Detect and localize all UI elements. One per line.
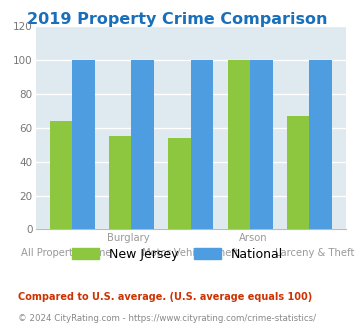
Bar [50,121,72,229]
Text: All Property Crime: All Property Crime [21,248,112,257]
Bar [72,60,95,229]
Bar [109,136,131,229]
Text: Burglary: Burglary [107,233,150,243]
Text: Larceny & Theft: Larceny & Theft [275,248,355,257]
Bar [228,60,250,229]
Bar [131,60,154,229]
Bar [250,60,273,229]
Bar [191,60,213,229]
Text: 2019 Property Crime Comparison: 2019 Property Crime Comparison [27,12,328,26]
Text: Compared to U.S. average. (U.S. average equals 100): Compared to U.S. average. (U.S. average … [18,292,312,302]
Bar [287,116,310,229]
Text: © 2024 CityRating.com - https://www.cityrating.com/crime-statistics/: © 2024 CityRating.com - https://www.city… [18,314,316,323]
Bar [168,138,191,229]
Text: Arson: Arson [239,233,267,243]
Text: Motor Vehicle Theft: Motor Vehicle Theft [142,248,239,257]
Bar [310,60,332,229]
Legend: New Jersey, National: New Jersey, National [67,243,288,266]
